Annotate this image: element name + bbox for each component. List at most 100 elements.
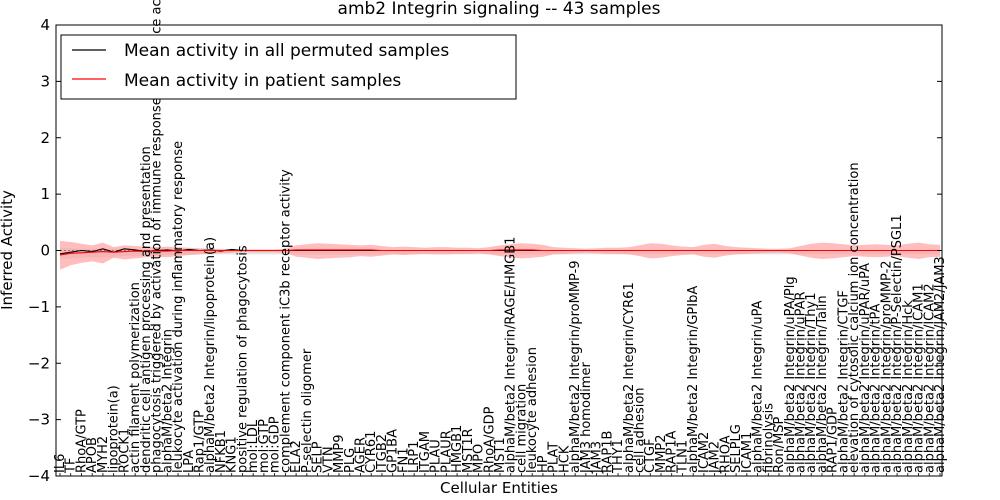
x-axis-label: Cellular Entities [440,479,558,497]
entity-label: cell migration [515,384,530,473]
entity-label: HCK [557,445,572,473]
chart-title: amb2 Integrin signaling -- 43 samples [338,0,661,19]
entity-label: fibrinolysis [761,403,776,473]
entity-label: lipoprotein(a) [107,385,122,473]
entity-label: RAP1A [665,430,680,473]
legend-box [60,34,517,100]
legend-label-permuted: Mean activity in all permuted samples [124,41,449,61]
entity-label: alphaM/beta2 Integrin/proMMP-9 [568,260,583,473]
legend: Mean activity in all permuted samples Me… [60,34,517,100]
entity-label: CTGF [643,438,658,473]
legend-label-patient: Mean activity in patient samples [124,71,401,91]
entity-label: JAM2 [708,441,723,474]
entity-label: THY1 [611,439,626,474]
entity-label: RhoA/GDP [482,406,497,473]
entity-label: ITGAM [418,431,433,473]
entity-label: ROCK1 [117,428,132,473]
entity-label: alphaM/beta2 Integrin/Talin [815,295,830,473]
entity-label: alphaM/beta2 Integrin [160,329,175,473]
entity-label: SELPLG [729,424,744,473]
patient-activity-band [60,240,940,270]
entity-label: MPO [472,444,487,473]
y-tick-label: −2 [28,354,50,372]
plot-area [56,240,942,270]
entity-label: complement component iC3b receptor activ… [278,169,293,473]
entity-label: P-selectin oligomer [300,348,315,473]
y-tick-label: −1 [28,298,50,316]
entity-label: dendritic cell antigen processing and pr… [139,146,154,473]
entity-label: IL6 [53,454,68,473]
entity-label: alphaM/beta2 Integrin/uPAR/uPA [858,263,873,473]
entity-label: alphaM/beta2 Integrin/ICAM1 [912,283,927,473]
y-tick-label: 3 [40,72,50,90]
entity-label: elevation of cytosolic calcium ion conce… [847,162,862,473]
entity-label: MYH2 [96,436,111,473]
entity-label: RhoA/GTP [75,409,90,473]
entity-label: positive regulation of phagocytosis [235,245,250,473]
entity-label: SELP [311,441,326,473]
entity-label: alphaM/beta2 Integrin/proMMP-2 [879,260,894,473]
entity-label: FN1 [396,448,411,473]
entity-label: RAP1/GDP [826,407,841,473]
entity-label: alphaM/beta2 Integrin/P-Selectin/PSGL1 [890,214,905,473]
entity-label: MMP9 [332,434,347,473]
entity-label: PLAT [547,442,562,473]
entity-label: APOB [85,437,100,473]
entity-label: ICAM1 [740,432,755,473]
entity-label: RAP1B [600,431,615,473]
entity-label: alphaM/beta2 Integrin/JAM2/JAM3 [933,256,948,473]
entity-label: mol:GDP [268,416,283,473]
entity-label: GP1BA [386,429,401,473]
entity-label: HP [536,455,551,473]
entity-label: NFKB1 [214,430,229,473]
entity-label: alphaM/beta2 Integrin/tPA [869,304,884,473]
entity-label: alphaM/beta2 Integrin/Hck [901,300,916,473]
entity-label: AGER [354,437,369,473]
entity-label: PLAUR [439,430,454,473]
entity-label: MST1 [493,437,508,473]
entity-label: CYR61 [364,431,379,473]
entity-label: Rap1/GTP [193,410,208,473]
entity-label: VTN [321,446,336,473]
entity-label: PLAU [429,439,444,473]
y-axis-label: Inferred Activity [0,190,16,310]
y-tick-label: 2 [40,129,50,147]
y-tick-label: 1 [40,185,50,203]
entity-label: alphaM/beta2 Integrin/uPA/Plg [783,276,798,473]
entity-label: alphaM/beta2 Integrin/GPIbA [686,286,701,473]
entity-label: leukocyte adhesion [525,347,540,473]
entity-label: alphaM/beta2 Integrin/CTGF [836,290,851,473]
entity-label: actin filament polymerization [128,282,143,473]
entity-label: alphaM/beta2 Integrin/RAGE/HMGB1 [504,237,519,473]
entity-label: MMP2 [654,434,669,473]
entity-label: alphaM/beta2 Integrin/Thy1 [804,293,819,474]
y-axis: −4 −3 −2 −1 0 1 2 3 4 [28,16,942,485]
entity-label: mol:LDL [246,419,261,473]
entity-label: ICAM2 [697,432,712,473]
entity-label: alphaM/beta2 Integrin/uPAR [794,291,809,473]
entity-label: mol:GTP [257,419,272,473]
y-tick-label: 0 [40,242,50,260]
entity-label: RHOA [718,435,733,473]
entity-label: ELA2 [289,440,304,473]
entity-label: JAM3 homodimer [579,362,594,474]
entity-label: alphaM/beta2 Integrin/lipoprotein(a) [203,237,218,473]
entity-label: alphaM/beta2 Integrin/ICAM2 [922,283,937,473]
entity-label: LRP1 [407,441,422,473]
y-tick-label: 4 [40,16,50,34]
entity-label: PLG [343,448,358,473]
y-tick-label: −3 [28,411,50,429]
patient-mean-line [59,249,940,256]
entity-label: MST1R [461,428,476,473]
entity-label: cell adhesion [633,387,648,473]
entity-label: JAM3 [590,441,605,474]
entity-label: Ron/MSP [772,417,787,473]
y-tick-label: −4 [28,467,50,485]
entity-label: ITGB2 [375,434,390,473]
entity-label: alphaM/beta2 Integrin/uPA [751,300,766,473]
entity-label: leukocyte activation during inflammatory… [171,141,186,473]
entity-label: alphaM/beta2 Integrin/CYR61 [622,282,637,473]
entity-label: LPA [182,450,197,473]
entity-label: KNG1 [225,436,240,473]
